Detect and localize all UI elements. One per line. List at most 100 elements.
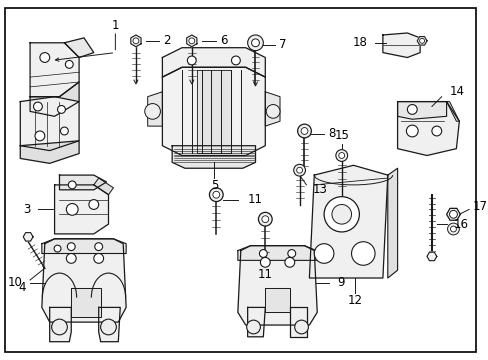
Text: 14: 14 [448, 85, 464, 98]
Text: 13: 13 [312, 183, 326, 196]
Circle shape [54, 245, 61, 252]
Circle shape [95, 243, 102, 251]
Text: 2: 2 [163, 34, 171, 47]
Circle shape [294, 320, 308, 334]
Circle shape [406, 125, 417, 137]
Circle shape [101, 319, 116, 335]
Circle shape [58, 105, 65, 113]
Polygon shape [382, 33, 419, 58]
Text: 10: 10 [7, 276, 22, 289]
Circle shape [447, 223, 458, 235]
Polygon shape [387, 168, 397, 278]
Text: 17: 17 [472, 200, 487, 213]
Polygon shape [42, 239, 126, 253]
Polygon shape [30, 82, 79, 116]
Circle shape [89, 199, 99, 210]
Polygon shape [64, 38, 94, 58]
Polygon shape [397, 102, 458, 156]
Circle shape [351, 242, 374, 265]
Circle shape [262, 216, 268, 222]
Polygon shape [131, 35, 141, 47]
Circle shape [338, 153, 344, 158]
Text: 18: 18 [352, 36, 366, 49]
Circle shape [35, 131, 45, 141]
Circle shape [297, 124, 311, 138]
Text: 11: 11 [257, 267, 272, 280]
Text: 5: 5 [210, 179, 218, 192]
Polygon shape [309, 165, 387, 278]
Text: 6: 6 [220, 34, 227, 47]
Polygon shape [60, 175, 106, 190]
Circle shape [314, 244, 333, 263]
Circle shape [40, 53, 50, 62]
Polygon shape [446, 102, 458, 121]
Text: 9: 9 [336, 276, 344, 289]
Circle shape [247, 35, 263, 51]
Text: 15: 15 [334, 129, 348, 143]
Polygon shape [426, 252, 436, 261]
Text: 16: 16 [452, 217, 468, 231]
Text: 11: 11 [247, 193, 262, 206]
Circle shape [52, 319, 67, 335]
Circle shape [68, 181, 76, 189]
Polygon shape [416, 37, 426, 45]
Polygon shape [94, 178, 113, 195]
Polygon shape [42, 239, 126, 322]
Polygon shape [23, 233, 33, 241]
Circle shape [260, 257, 270, 267]
Polygon shape [265, 288, 289, 312]
Circle shape [67, 243, 75, 251]
Polygon shape [247, 307, 265, 337]
Circle shape [144, 104, 160, 119]
Circle shape [335, 150, 347, 161]
Polygon shape [196, 70, 230, 153]
Circle shape [301, 127, 307, 134]
Polygon shape [20, 97, 79, 150]
Polygon shape [55, 185, 108, 234]
Circle shape [287, 249, 295, 257]
Polygon shape [30, 43, 79, 97]
Circle shape [258, 212, 272, 226]
Circle shape [431, 126, 441, 136]
Circle shape [34, 102, 42, 111]
Text: 3: 3 [22, 203, 30, 216]
Polygon shape [71, 288, 101, 317]
Polygon shape [162, 48, 265, 77]
Text: 12: 12 [347, 294, 362, 307]
Polygon shape [162, 67, 265, 156]
Polygon shape [237, 246, 316, 260]
Circle shape [449, 226, 455, 232]
Polygon shape [147, 92, 162, 126]
Polygon shape [20, 141, 79, 163]
Circle shape [231, 56, 240, 65]
Circle shape [324, 197, 359, 232]
Circle shape [66, 203, 78, 215]
Circle shape [331, 204, 351, 224]
Circle shape [266, 104, 280, 118]
Circle shape [209, 188, 223, 202]
Polygon shape [172, 146, 255, 168]
Circle shape [66, 253, 76, 263]
Circle shape [296, 167, 302, 173]
Circle shape [407, 104, 416, 114]
Circle shape [187, 56, 196, 65]
Polygon shape [446, 208, 459, 220]
Circle shape [251, 39, 259, 47]
Polygon shape [289, 307, 307, 337]
Circle shape [259, 249, 267, 257]
Text: 7: 7 [279, 38, 286, 51]
Polygon shape [99, 307, 120, 342]
Circle shape [94, 253, 103, 263]
Polygon shape [237, 246, 317, 325]
Circle shape [61, 127, 68, 135]
Polygon shape [186, 35, 197, 47]
Circle shape [448, 210, 456, 218]
Circle shape [133, 38, 139, 44]
Text: 4: 4 [19, 281, 26, 294]
Circle shape [285, 257, 294, 267]
Polygon shape [50, 307, 71, 342]
Circle shape [65, 60, 73, 68]
Text: 1: 1 [111, 19, 119, 32]
Circle shape [188, 38, 194, 44]
Circle shape [212, 191, 219, 198]
